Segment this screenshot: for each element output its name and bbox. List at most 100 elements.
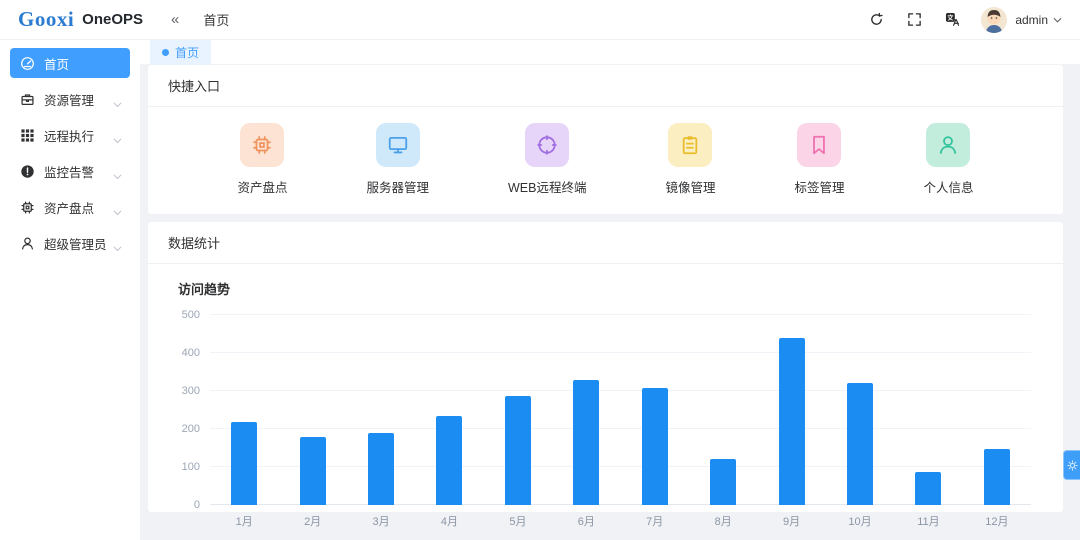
- gridline: [210, 428, 1031, 429]
- sidebar-item-1[interactable]: 资源管理: [10, 84, 130, 114]
- sidebar: 首页资源管理远程执行监控告警资产盘点超级管理员: [0, 40, 140, 540]
- cpu-icon: [20, 200, 35, 215]
- y-tick-label: 500: [181, 309, 200, 321]
- username: admin: [1015, 12, 1048, 27]
- quick-entry-label: 镜像管理: [665, 181, 716, 195]
- bar-column: 7月: [621, 315, 689, 528]
- bar-column: 5月: [484, 315, 552, 528]
- translate-icon[interactable]: [945, 12, 961, 28]
- bar: [710, 458, 737, 505]
- tab-bar: 首页: [140, 39, 1080, 65]
- quick-entry-item-4[interactable]: 标签管理: [794, 123, 844, 196]
- person-icon: [926, 123, 971, 167]
- bookmark-icon: [797, 123, 842, 167]
- sidebar-item-3[interactable]: 监控告警: [10, 156, 130, 186]
- chevron-down-icon: [113, 132, 122, 143]
- stats-title: 数据统计: [148, 222, 1063, 264]
- avatar[interactable]: [981, 6, 1008, 33]
- y-tick-label: 300: [181, 385, 200, 397]
- bar-column: 9月: [757, 315, 825, 528]
- x-tick-label: 6月: [577, 516, 595, 528]
- grid-icon: [20, 128, 35, 143]
- quick-entry-title: 快捷入口: [148, 65, 1063, 107]
- bar: [368, 432, 395, 505]
- quick-entry-item-0[interactable]: 资产盘点: [237, 123, 288, 196]
- y-tick-label: 0: [193, 499, 200, 511]
- bar-column: 3月: [347, 315, 415, 528]
- bar: [983, 449, 1010, 505]
- bar-column: 1月: [210, 315, 278, 528]
- visit-trend-chart: 0 100 200 300 400 500 1月 2月 3月 4月 5月 6月 7月 8月 9月 10月 11月…: [182, 309, 1037, 528]
- sidebar-item-label: 超级管理员: [44, 237, 107, 252]
- quick-entry-item-5[interactable]: 个人信息: [923, 123, 973, 196]
- cpu-icon: [240, 123, 285, 167]
- x-tick-label: 11月: [917, 516, 940, 528]
- quick-entry-label: 资产盘点: [237, 181, 288, 195]
- x-tick-label: 1月: [235, 516, 253, 528]
- bar: [847, 383, 873, 505]
- y-tick-label: 400: [181, 347, 200, 359]
- bar-column: 2月: [278, 315, 346, 528]
- briefcase-icon: [20, 92, 35, 107]
- sidebar-item-5[interactable]: 超级管理员: [10, 228, 130, 258]
- target-icon: [525, 123, 570, 167]
- fullscreen-icon[interactable]: [907, 12, 923, 28]
- bar: [231, 421, 258, 505]
- sidebar-item-2[interactable]: 远程执行: [10, 120, 130, 150]
- sidebar-item-label: 资产盘点: [44, 201, 95, 216]
- bar: [436, 416, 463, 505]
- x-tick-label: 8月: [714, 516, 732, 528]
- sidebar-item-home[interactable]: 首页: [10, 48, 130, 78]
- chevron-down-icon: [113, 240, 122, 251]
- logo: Gooxi: [18, 7, 75, 31]
- settings-edge-button[interactable]: [1063, 450, 1080, 480]
- quick-entry-label: 服务器管理: [366, 181, 429, 195]
- gear-icon: [1066, 459, 1078, 471]
- bar: [299, 436, 326, 505]
- bar: [573, 379, 600, 505]
- chevron-down-icon: [113, 168, 122, 179]
- x-tick-label: 4月: [440, 516, 459, 528]
- y-tick-label: 200: [181, 423, 200, 435]
- quick-entry-label: WEB远程终端: [507, 181, 587, 195]
- chart-title: 访问趋势: [178, 282, 231, 297]
- x-tick-label: 5月: [509, 516, 527, 528]
- bar-column: 6月: [552, 315, 620, 528]
- bar: [778, 337, 805, 505]
- person-icon: [20, 236, 35, 251]
- tab-home[interactable]: 首页: [150, 39, 212, 65]
- gridline: [210, 352, 1031, 353]
- sidebar-item-label: 监控告警: [44, 165, 95, 180]
- bar: [504, 395, 531, 505]
- x-tick-label: 9月: [783, 516, 801, 528]
- main-area: 首页 快捷入口 资产盘点 服务器管理 WEB远程终端 镜像管理 标签管理 个人信息 数据统…: [140, 39, 1080, 540]
- refresh-icon[interactable]: [869, 12, 885, 28]
- bar-column: 4月: [415, 315, 483, 528]
- product-name: OneOPS: [82, 11, 144, 28]
- sidebar-collapse-button[interactable]: «: [171, 11, 180, 28]
- top-header: Gooxi OneOPS « 首页 admin: [0, 0, 1080, 40]
- quick-entry-label: 个人信息: [923, 181, 974, 195]
- sidebar-item-label: 资源管理: [44, 93, 95, 108]
- x-tick-label: 3月: [372, 516, 390, 528]
- breadcrumb: 首页: [203, 13, 230, 28]
- chart-plot: 0 100 200 300 400 500 1月 2月 3月 4月 5月 6月 7月 8月 9月 10月 11月…: [182, 309, 1031, 528]
- sidebar-item-4[interactable]: 资产盘点: [10, 192, 130, 222]
- sidebar-item-label: 远程执行: [44, 129, 95, 144]
- monitor-icon: [375, 123, 420, 167]
- x-tick-label: 2月: [304, 516, 322, 528]
- user-menu[interactable]: admin: [1015, 13, 1062, 27]
- stats-card: 数据统计 访问趋势 0 100 200 300 400 500 1月 2月 3月 4月 5月 6月 7月…: [148, 222, 1063, 528]
- quick-entry-card: 快捷入口 资产盘点 服务器管理 WEB远程终端 镜像管理 标签管理 个人信息: [148, 65, 1063, 214]
- bar: [641, 387, 668, 505]
- chevron-down-icon: [1053, 17, 1062, 23]
- chevron-down-icon: [113, 96, 122, 107]
- quick-entry-item-2[interactable]: WEB远程终端: [508, 123, 586, 196]
- x-tick-label: 7月: [646, 516, 664, 528]
- quick-entry-item-1[interactable]: 服务器管理: [366, 123, 429, 196]
- x-tick-label: 10月: [848, 516, 872, 528]
- quick-entry-label: 标签管理: [794, 181, 845, 195]
- bar-column: 8月: [689, 315, 757, 528]
- bar-column: 12月: [963, 315, 1031, 528]
- quick-entry-item-3[interactable]: 镜像管理: [665, 123, 715, 196]
